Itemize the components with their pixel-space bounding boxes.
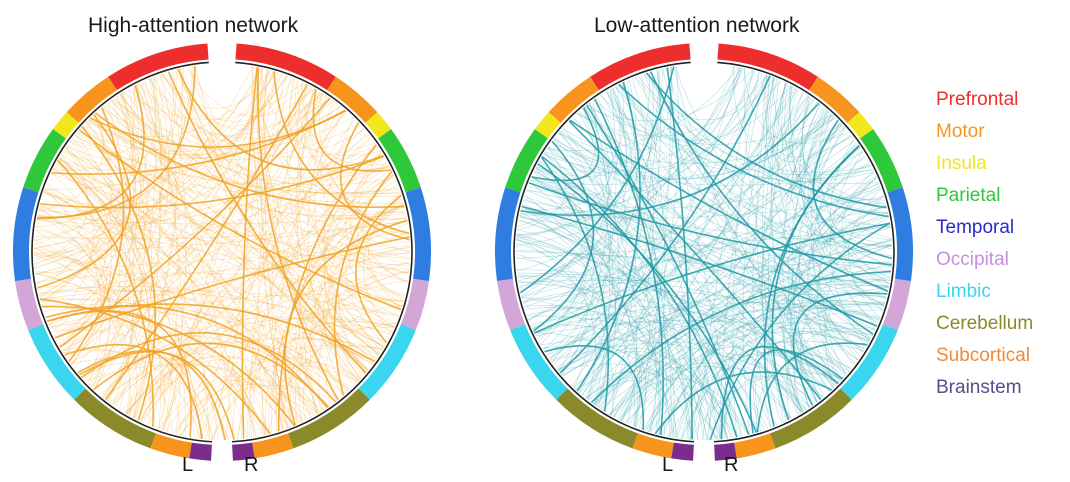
legend-motor: Motor: [936, 121, 985, 142]
ring-segment-left-motor: [548, 76, 599, 123]
legend-parietal: Parietal: [936, 185, 1001, 206]
legend-insula: Insula: [936, 153, 987, 174]
legend-temporal: Temporal: [936, 217, 1015, 238]
ring-segment-left-brainstem: [671, 442, 694, 461]
legend-cerebellum: Cerebellum: [936, 313, 1034, 334]
high-attention-title: High-attention network: [88, 14, 299, 37]
ring-segment-right-occipital: [400, 278, 429, 331]
low-attention-chord-diagram: [495, 43, 913, 461]
ring-segment-left-prefrontal: [590, 43, 691, 91]
ring-segment-right-insula: [365, 112, 392, 139]
low-attention-title: Low-attention network: [594, 14, 800, 37]
ring-segment-right-cerebellum: [288, 388, 370, 449]
ring-segment-right-temporal: [887, 187, 913, 282]
ring-segment-left-temporal: [495, 187, 521, 282]
ring-segment-right-parietal: [378, 129, 421, 193]
ring-segment-left-cerebellum: [556, 388, 638, 449]
left-hemisphere-label-low: L: [662, 454, 674, 476]
ring-segment-left-insula: [534, 112, 561, 139]
ring-segment-left-limbic: [510, 324, 568, 400]
right-hemisphere-label-low: R: [724, 454, 739, 476]
ring-segment-left-insula: [52, 112, 79, 139]
ring-segment-right-brainstem: [714, 442, 737, 461]
ring-segment-left-temporal: [13, 187, 39, 282]
ring-segment-right-prefrontal: [717, 43, 818, 91]
high-attention-chord-diagram: [13, 43, 431, 461]
legend-brainstem: Brainstem: [936, 377, 1022, 398]
ring-segment-left-limbic: [28, 324, 86, 400]
ring-segment-right-parietal: [860, 129, 903, 193]
ring-segment-left-prefrontal: [108, 43, 209, 91]
legend-occipital: Occipital: [936, 249, 1009, 270]
ring-segment-left-parietal: [505, 129, 548, 193]
ring-segment-left-subcortical: [150, 433, 192, 459]
region-legend: Prefrontal Motor Insula Parietal Tempora…: [936, 86, 1033, 406]
ring-segment-right-subcortical: [734, 433, 776, 459]
ring-segment-left-brainstem: [189, 442, 212, 461]
ring-segment-right-prefrontal: [235, 43, 336, 91]
ring-segment-right-insula: [847, 112, 874, 139]
ring-segment-left-cerebellum: [74, 388, 156, 449]
ring-segment-left-motor: [66, 76, 117, 123]
ring-segment-left-subcortical: [632, 433, 674, 459]
left-hemisphere-label-high: L: [182, 454, 194, 476]
legend-limbic: Limbic: [936, 281, 991, 302]
ring-segment-right-motor: [327, 76, 378, 123]
ring-segment-left-parietal: [23, 129, 66, 193]
ring-segment-right-temporal: [405, 187, 431, 282]
ring-segment-right-subcortical: [252, 433, 294, 459]
ring-segment-left-occipital: [15, 278, 44, 331]
ring-segment-left-occipital: [497, 278, 526, 331]
legend-subcortical: Subcortical: [936, 345, 1030, 366]
legend-prefrontal: Prefrontal: [936, 89, 1019, 110]
right-hemisphere-label-high: R: [244, 454, 259, 476]
connection-chords: [33, 65, 411, 441]
ring-segment-right-motor: [809, 76, 860, 123]
ring-segment-right-limbic: [840, 324, 898, 400]
ring-segment-right-brainstem: [232, 442, 255, 461]
ring-segment-right-occipital: [882, 278, 911, 331]
connection-chords: [515, 65, 893, 441]
ring-segment-right-limbic: [358, 324, 416, 400]
ring-segment-right-cerebellum: [770, 388, 852, 449]
